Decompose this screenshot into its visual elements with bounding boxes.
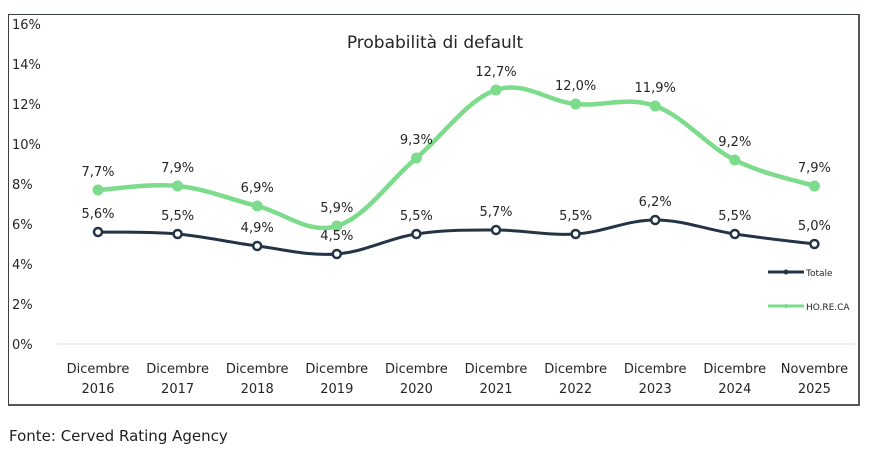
data-label: 7,9% — [161, 161, 194, 176]
series-line — [95, 85, 817, 231]
data-point — [490, 84, 502, 96]
data-point — [251, 200, 263, 212]
chart-frame — [8, 14, 860, 406]
data-point — [649, 214, 661, 226]
data-point — [331, 248, 343, 260]
y-tick-label: 14% — [12, 58, 41, 73]
data-label: 12,7% — [475, 65, 516, 80]
x-tick-label-month: Dicembre — [67, 362, 130, 377]
data-label: 9,3% — [400, 133, 433, 148]
data-point — [570, 228, 581, 240]
data-point — [809, 238, 820, 250]
legend-label-horeca: HO.RE.CA — [806, 303, 850, 313]
series-totale: 5,6% 5,5% 4,9% 4,5% 5,5% 5,7% 5,5% 6,2% 5,5% 5,0% — [81, 195, 831, 260]
data-label: 4,5% — [320, 229, 353, 244]
legend-label-totale: Totale — [805, 269, 833, 279]
series-horeca: 7,7% 7,9% 6,9% 5,9% 9,3% 12,7% 12,0% 11,9% 9,2% 7… — [81, 65, 831, 232]
x-tick-label-month: Dicembre — [624, 362, 687, 377]
x-tick-label-year: 2018 — [241, 382, 274, 397]
x-tick-label-month: Dicembre — [385, 362, 448, 377]
data-label: 5,5% — [161, 209, 194, 224]
data-point — [729, 154, 741, 166]
x-tick-label-month: Dicembre — [226, 362, 289, 377]
y-tick-label: 6% — [12, 218, 33, 233]
y-tick-label: 16% — [12, 18, 41, 33]
x-tick-label-month: Dicembre — [305, 362, 368, 377]
y-tick-label: 0% — [12, 338, 33, 353]
x-tick-label-month: Novembre — [781, 362, 848, 377]
data-point — [808, 180, 820, 192]
x-tick-label-month: Dicembre — [146, 362, 209, 377]
data-point — [410, 152, 422, 164]
data-point — [251, 240, 263, 252]
y-tick-label: 8% — [12, 178, 33, 193]
data-label: 12,0% — [555, 79, 596, 94]
data-point — [92, 226, 104, 238]
x-tick-label-year: 2020 — [400, 382, 433, 397]
data-label: 5,5% — [559, 209, 592, 224]
x-tick-label-year: 2019 — [320, 382, 353, 397]
data-label: 6,2% — [639, 195, 672, 210]
legend: Totale HO.RE.CA — [768, 269, 850, 313]
data-label: 5,0% — [798, 219, 831, 234]
legend-item-horeca: HO.RE.CA — [768, 303, 850, 313]
data-point — [570, 98, 582, 110]
data-point — [649, 100, 661, 112]
legend-marker-totale — [783, 269, 789, 275]
x-axis: Dicembre 2016 Dicembre 2017 Dicembre 2018 Dice… — [67, 362, 848, 397]
data-point — [172, 180, 184, 192]
x-tick-label-year: 2017 — [161, 382, 194, 397]
series-line — [96, 218, 816, 256]
source-note: Fonte: Cerved Rating Agency — [9, 427, 228, 445]
legend-marker-horeca — [784, 304, 788, 308]
data-point — [411, 228, 422, 240]
series-layer: 7,7% 7,9% 6,9% 5,9% 9,3% 12,7% 12,0% 11,9% 9,2% 7… — [81, 65, 831, 260]
data-label: 4,9% — [241, 221, 274, 236]
y-tick-label: 10% — [12, 138, 41, 153]
legend-item-totale: Totale — [768, 269, 833, 279]
data-point — [490, 224, 502, 236]
y-tick-label: 4% — [12, 258, 33, 273]
x-tick-label-year: 2024 — [718, 382, 751, 397]
data-point — [331, 220, 343, 232]
data-point — [729, 228, 741, 240]
data-label: 5,7% — [479, 205, 512, 220]
x-tick-label-year: 2021 — [479, 382, 512, 397]
data-label: 11,9% — [635, 81, 676, 96]
y-tick-label: 12% — [12, 98, 41, 113]
x-tick-label-year: 2022 — [559, 382, 592, 397]
y-axis: 0% 2% 4% 6% 8% 10% 12% 14% 16% — [12, 18, 855, 353]
data-label: 5,9% — [320, 201, 353, 216]
x-tick-label-month: Dicembre — [703, 362, 766, 377]
data-label: 9,2% — [718, 135, 751, 150]
data-label: 7,9% — [798, 161, 831, 176]
x-tick-label-year: 2025 — [798, 382, 831, 397]
data-label: 5,6% — [81, 207, 114, 222]
y-tick-label: 2% — [12, 298, 33, 313]
data-point — [92, 184, 104, 196]
data-label: 6,9% — [241, 181, 274, 196]
x-tick-label-month: Dicembre — [465, 362, 528, 377]
data-label: 5,5% — [400, 209, 433, 224]
x-tick-label-year: 2016 — [81, 382, 114, 397]
data-point — [172, 228, 183, 240]
x-tick-label-year: 2023 — [639, 382, 672, 397]
chart-title: Probabilità di default — [347, 33, 524, 53]
data-label: 5,5% — [718, 209, 751, 224]
x-tick-label-month: Dicembre — [544, 362, 607, 377]
data-label: 7,7% — [81, 165, 114, 180]
